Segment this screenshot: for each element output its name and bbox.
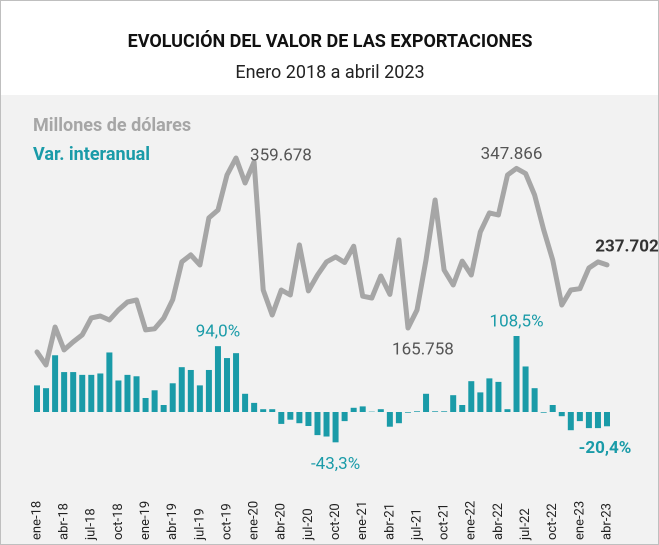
bar <box>377 409 384 412</box>
chart-subtitle: Enero 2018 a abril 2023 <box>235 62 424 83</box>
line <box>34 155 610 368</box>
bar <box>531 388 538 412</box>
bar <box>486 378 493 412</box>
bar <box>468 381 475 412</box>
x-tick-label: jul-21 <box>409 508 424 541</box>
bar <box>97 373 104 412</box>
x-tick-label: oct-21 <box>437 503 452 540</box>
bar <box>187 369 194 412</box>
bar <box>441 411 448 412</box>
x-tick-label: abr-21 <box>382 503 397 540</box>
bar <box>314 412 321 436</box>
bar <box>477 392 484 412</box>
bar <box>269 409 276 412</box>
bar <box>495 381 502 412</box>
bar <box>214 346 221 412</box>
bar <box>549 404 556 412</box>
data-label: 94,0% <box>196 322 240 342</box>
x-tick-label: abr-18 <box>57 503 72 540</box>
data-label: 347.866 <box>481 144 543 164</box>
legend-bar: Var. interanual <box>33 144 150 165</box>
bar <box>61 372 68 412</box>
bar <box>459 404 466 412</box>
bar <box>160 404 167 412</box>
bar <box>169 383 176 412</box>
bar <box>124 374 131 412</box>
x-tick-label: ene-18 <box>29 501 44 540</box>
bar <box>34 385 40 412</box>
bar <box>522 366 529 412</box>
bar <box>52 355 59 412</box>
x-tick-label: ene-19 <box>138 501 153 540</box>
bar <box>450 395 457 412</box>
bar <box>305 412 312 427</box>
bar <box>423 393 430 412</box>
bar <box>504 409 511 412</box>
x-tick-label: oct-22 <box>545 503 560 540</box>
bar <box>585 412 592 429</box>
data-label: 237.702 <box>595 236 659 256</box>
bar <box>404 412 411 413</box>
data-label: 359.678 <box>250 145 312 165</box>
x-tick-label: jul-19 <box>192 508 207 541</box>
bar <box>287 412 294 420</box>
bar <box>386 412 393 427</box>
x-tick-label: abr-20 <box>274 503 289 540</box>
bar <box>106 352 113 412</box>
bar <box>350 407 357 412</box>
bar <box>558 412 565 417</box>
bar <box>251 402 258 412</box>
x-tick-label: abr-23 <box>599 503 614 540</box>
x-tick-label: oct-19 <box>219 503 234 540</box>
data-label: 165.758 <box>392 339 454 359</box>
bar <box>278 412 285 424</box>
x-tick-label: jul-22 <box>518 508 533 541</box>
x-tick-label: abr-22 <box>491 503 506 540</box>
bar <box>233 353 240 412</box>
bar <box>395 412 402 424</box>
bar <box>432 411 439 412</box>
x-tick-label: jul-20 <box>301 508 316 541</box>
bar <box>151 390 158 412</box>
bar <box>594 412 601 429</box>
bar <box>205 369 212 412</box>
bar <box>296 412 303 424</box>
bar <box>260 409 267 412</box>
bar <box>567 412 574 431</box>
bar <box>576 412 583 422</box>
bar <box>540 412 547 413</box>
bar <box>341 412 348 422</box>
x-tick-label: ene-22 <box>464 501 479 540</box>
bar <box>513 336 520 412</box>
x-tick-label: jul-18 <box>84 508 99 541</box>
legend-line: Millones de dólares <box>33 115 191 136</box>
data-label: -20,4% <box>579 438 632 458</box>
chart-title: EVOLUCIÓN DEL VALOR DE LAS EXPORTACIONES <box>128 30 533 52</box>
bar <box>359 406 366 412</box>
x-tick-label: abr-19 <box>165 503 180 540</box>
bar <box>178 367 185 412</box>
bar <box>133 376 140 412</box>
bar <box>604 412 610 427</box>
x-tick-label: ene-23 <box>572 501 587 540</box>
bar <box>242 393 249 412</box>
x-tick-label: ene-21 <box>355 501 370 540</box>
x-tick-label: oct-18 <box>111 503 126 540</box>
data-label: -43,3% <box>311 454 360 474</box>
x-tick-label: oct-20 <box>328 503 343 540</box>
data-label: 108,5% <box>490 311 544 331</box>
x-tick-label: ene-20 <box>247 501 262 540</box>
bar <box>224 358 230 412</box>
bar <box>88 374 95 412</box>
bar <box>43 388 50 412</box>
bar <box>323 412 330 437</box>
bar <box>142 397 149 412</box>
bar <box>79 374 86 412</box>
bar <box>332 412 339 443</box>
bar <box>196 385 203 412</box>
bar <box>414 411 420 412</box>
bar <box>70 372 77 412</box>
bar <box>115 380 122 412</box>
